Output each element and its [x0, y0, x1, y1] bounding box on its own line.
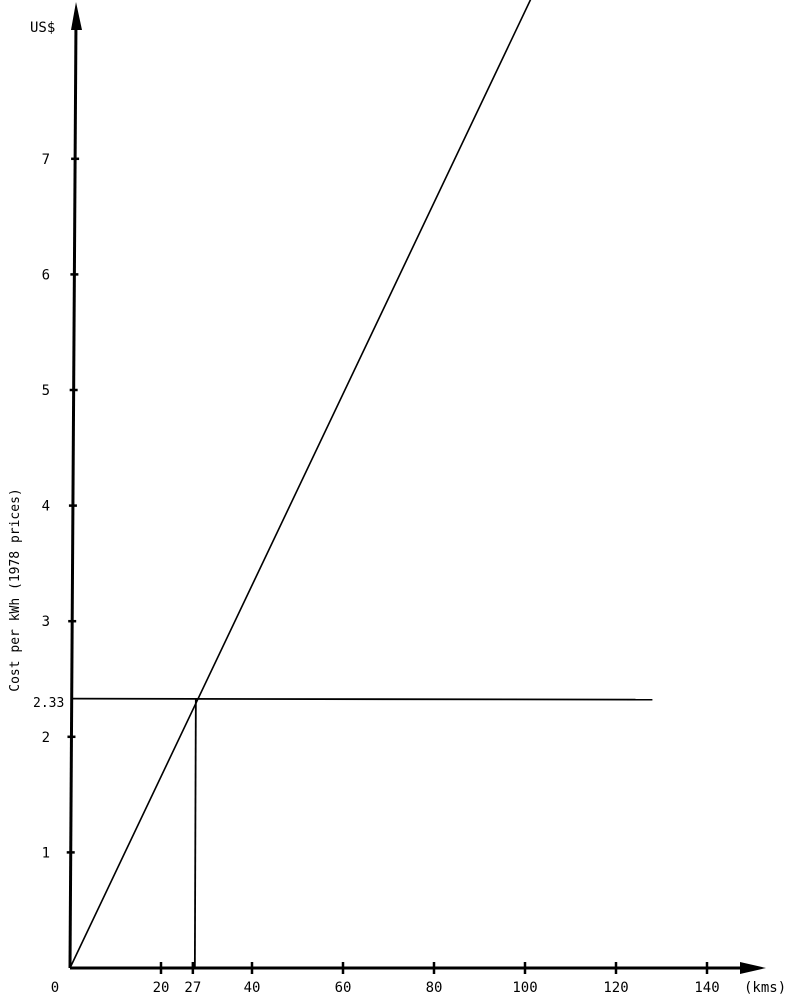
- cost-line: [69, 0, 532, 969]
- y-tick-label: 4: [42, 499, 50, 515]
- x-tick-label: 20: [153, 980, 170, 996]
- y-unit-label: US$: [30, 20, 55, 36]
- y-tick-label: 6: [42, 267, 50, 283]
- marked-value-label: 2.33: [33, 696, 64, 711]
- y-tick-label: 7: [42, 152, 50, 168]
- x-axis-arrowhead: [740, 962, 766, 974]
- vertical-reference-line: [193, 698, 197, 969]
- y-tick-label: 3: [42, 614, 50, 630]
- x-tick-label: 27: [184, 980, 201, 996]
- x-tick-label: 120: [603, 980, 628, 996]
- y-axis-title: Cost per kWh (1978 prices): [8, 488, 23, 692]
- x-tick-label: 60: [335, 980, 352, 996]
- x-tick-label: 80: [426, 980, 443, 996]
- y-tick-label: 5: [42, 383, 50, 399]
- x-tick-label: 100: [512, 980, 537, 996]
- x-tick-label: 40: [244, 980, 261, 996]
- y-axis: [68, 17, 78, 969]
- horizontal-reference-line: [71, 697, 653, 701]
- y-tick-label: 1: [42, 845, 50, 861]
- x-unit-label: (kms): [744, 980, 786, 996]
- x-tick-label: 0: [51, 980, 59, 996]
- x-tick-label: 140: [694, 980, 719, 996]
- y-tick-label: 2: [42, 730, 50, 746]
- y-axis-arrowhead: [71, 2, 82, 30]
